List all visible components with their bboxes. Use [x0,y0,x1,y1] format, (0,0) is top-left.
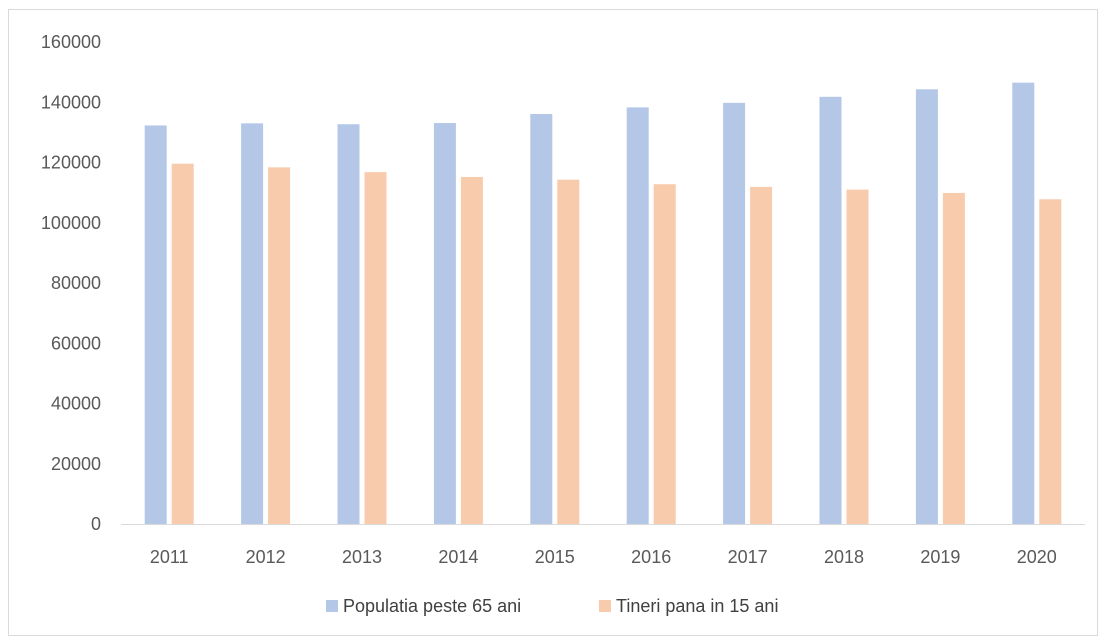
bar-2016-series-2 [653,184,676,524]
bar-2012-series-2 [268,167,291,524]
bar-2019-series-1 [915,89,938,524]
bar-2019-series-2 [942,192,965,524]
x-tick-label: 2015 [535,547,575,567]
legend-swatch [326,600,338,612]
bar-2018-series-2 [846,189,869,525]
x-tick-label: 2020 [1017,547,1057,567]
y-tick-label: 140000 [41,92,101,112]
y-tick-label: 80000 [51,273,101,293]
y-tick-label: 20000 [51,454,101,474]
x-axis: 2011 2012 2013 2014 2015 2016 2017 2018 2019 2020 [121,524,1085,567]
bar-2012-series-1 [241,123,264,525]
x-tick-label: 2012 [246,547,286,567]
legend: Populatia peste 65 ani Tineri pana in 15 … [326,596,778,616]
x-tick-label: 2016 [631,547,671,567]
bars [144,82,1062,525]
x-tick-label: 2014 [438,547,478,567]
bar-2015-series-1 [530,113,553,524]
y-tick-label: 100000 [41,213,101,233]
bar-2011-series-2 [171,163,194,524]
x-tick-label: 2011 [150,547,189,567]
bar-2013-series-2 [364,172,387,524]
x-tick-label: 2019 [920,547,960,567]
bar-2020-series-2 [1039,199,1062,524]
legend-label: Tineri pana in 15 ani [616,596,778,616]
x-tick-label: 2017 [728,547,768,567]
y-tick-label: 40000 [51,394,101,414]
bar-2017-series-2 [750,186,773,524]
bar-2020-series-1 [1012,82,1035,524]
bar-2013-series-1 [337,124,360,525]
y-tick-label: 160000 [41,32,101,52]
bar-2011-series-1 [144,125,167,524]
bar-2016-series-1 [626,107,649,524]
y-tick-label: 60000 [51,333,101,353]
y-tick-label: 0 [91,514,101,534]
legend-label: Populatia peste 65 ani [343,596,521,616]
bar-2018-series-1 [819,96,842,524]
y-tick-label: 120000 [41,153,101,173]
bar-2017-series-1 [723,102,746,524]
bar-2014-series-2 [460,176,483,524]
y-axis: 0 20000 40000 60000 80000 100000 120000 140000 1… [41,32,101,534]
x-tick-label: 2018 [824,547,864,567]
bar-2015-series-2 [557,179,580,524]
bar-2014-series-1 [433,123,456,524]
x-tick-label: 2013 [342,547,382,567]
legend-swatch [599,600,611,612]
